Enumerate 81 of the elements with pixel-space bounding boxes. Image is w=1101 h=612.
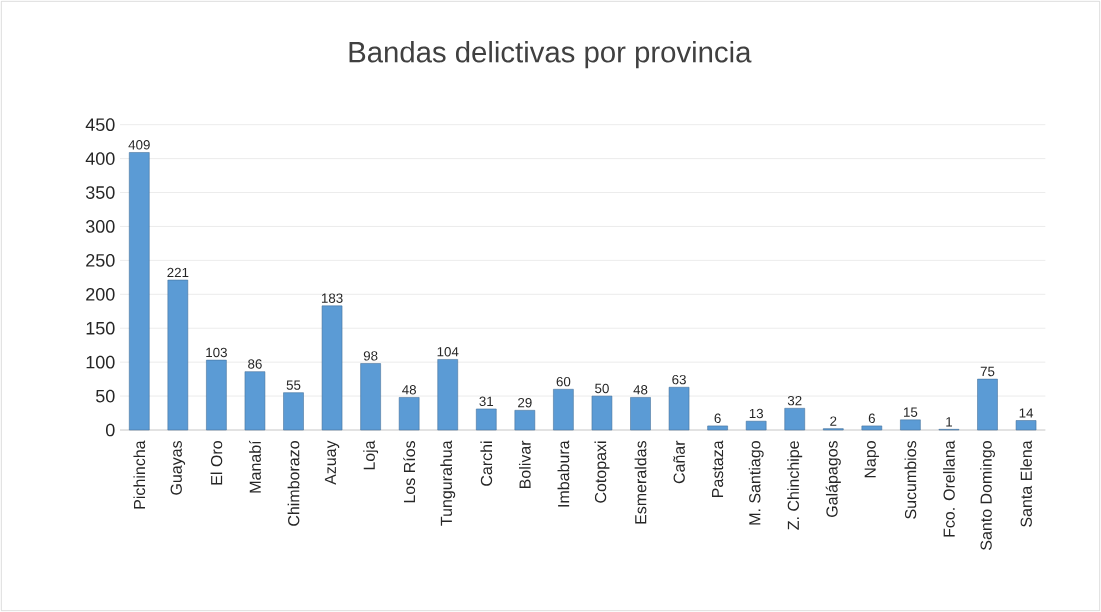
x-tick-label: Tungurahua [440, 440, 456, 526]
x-tick-label: Galápagos [825, 441, 841, 517]
bar [437, 359, 458, 431]
data-label: 48 [402, 385, 416, 395]
data-label: 48 [633, 385, 648, 395]
x-tick-label: Sucumbios [904, 440, 917, 519]
data-label: 75 [980, 366, 995, 377]
x-tick-label: Santo Domingo [980, 441, 995, 550]
data-label: 1 [946, 417, 953, 427]
bar [591, 395, 613, 431]
x-tick-label: Napo [864, 441, 879, 478]
data-label: 15 [904, 407, 918, 417]
x-tick-label: Esmeraldas [634, 440, 647, 524]
data-label: 31 [479, 396, 494, 407]
y-tick-label: 50 [95, 389, 115, 403]
chart-title: Bandas delictivas por provincia [349, 40, 752, 69]
x-tick-label: M. Santiago [748, 441, 764, 525]
data-label: 6 [868, 413, 875, 423]
data-label: 2 [830, 416, 837, 426]
bar [283, 392, 304, 431]
y-tick-label: 450 [85, 118, 115, 132]
y-tick-label: 250 [86, 254, 115, 267]
bar [321, 305, 343, 431]
x-tick-label: El Oro [210, 441, 223, 485]
x-tick-label: Bolivar [518, 440, 531, 488]
y-tick-label: 200 [86, 287, 115, 301]
bar [745, 420, 767, 431]
bar [668, 386, 690, 431]
x-tick-label: Pastaza [712, 440, 724, 497]
y-tick-label: 0 [105, 423, 115, 437]
x-tick-label: Azuay [324, 440, 340, 485]
bar [167, 279, 189, 431]
x-tick-label: Fco. Orellana [943, 440, 955, 537]
data-label: 183 [321, 293, 343, 303]
x-tick-label: Manabí [248, 440, 261, 493]
y-tick-label: 150 [86, 321, 115, 335]
x-tick-label: Los Ríos [403, 441, 416, 503]
x-tick-label: Cotopaxi [594, 441, 610, 503]
y-tick-label: 400 [85, 152, 115, 165]
bar [861, 425, 883, 431]
x-tick-label: Z. Chinchipe [787, 441, 803, 530]
y-tick-label: 350 [85, 186, 115, 199]
data-label: 86 [248, 359, 262, 369]
data-label: 63 [672, 374, 686, 385]
x-tick-label: Guayas [170, 440, 186, 495]
data-label: 14 [1019, 408, 1034, 418]
y-tick-label: 100 [86, 355, 115, 369]
data-label: 221 [167, 267, 189, 278]
data-label: 103 [206, 347, 227, 358]
data-label: 98 [363, 351, 378, 361]
x-tick-label: Imbabura [557, 440, 570, 507]
bar [707, 425, 728, 431]
bar [206, 359, 227, 431]
data-label: 6 [714, 413, 721, 423]
bar [900, 419, 921, 431]
data-label: 32 [787, 395, 802, 406]
bar [360, 363, 381, 431]
bar [784, 408, 805, 431]
x-tick-label: Cañar [673, 440, 685, 484]
x-tick-label: Pichincha [133, 440, 146, 509]
x-tick-label: Santa Elena [1020, 440, 1032, 527]
x-tick-label: Chimborazo [287, 441, 300, 526]
x-tick-label: Carchi [480, 441, 493, 486]
bar [514, 410, 536, 431]
data-label: 104 [437, 347, 459, 357]
bar [476, 408, 497, 431]
bar [553, 389, 574, 431]
data-label: 55 [286, 380, 301, 390]
y-tick-label: 300 [85, 220, 115, 233]
bar [398, 397, 420, 431]
bar [630, 397, 651, 431]
bar [977, 378, 998, 431]
bar [1015, 420, 1037, 431]
data-label: 29 [518, 397, 532, 408]
data-label: 409 [128, 140, 150, 150]
bar [244, 371, 266, 431]
data-label: 13 [749, 408, 763, 419]
data-label: 60 [556, 376, 571, 387]
bar [129, 152, 150, 431]
data-label: 50 [595, 383, 609, 394]
x-tick-label: Loja [363, 440, 379, 470]
